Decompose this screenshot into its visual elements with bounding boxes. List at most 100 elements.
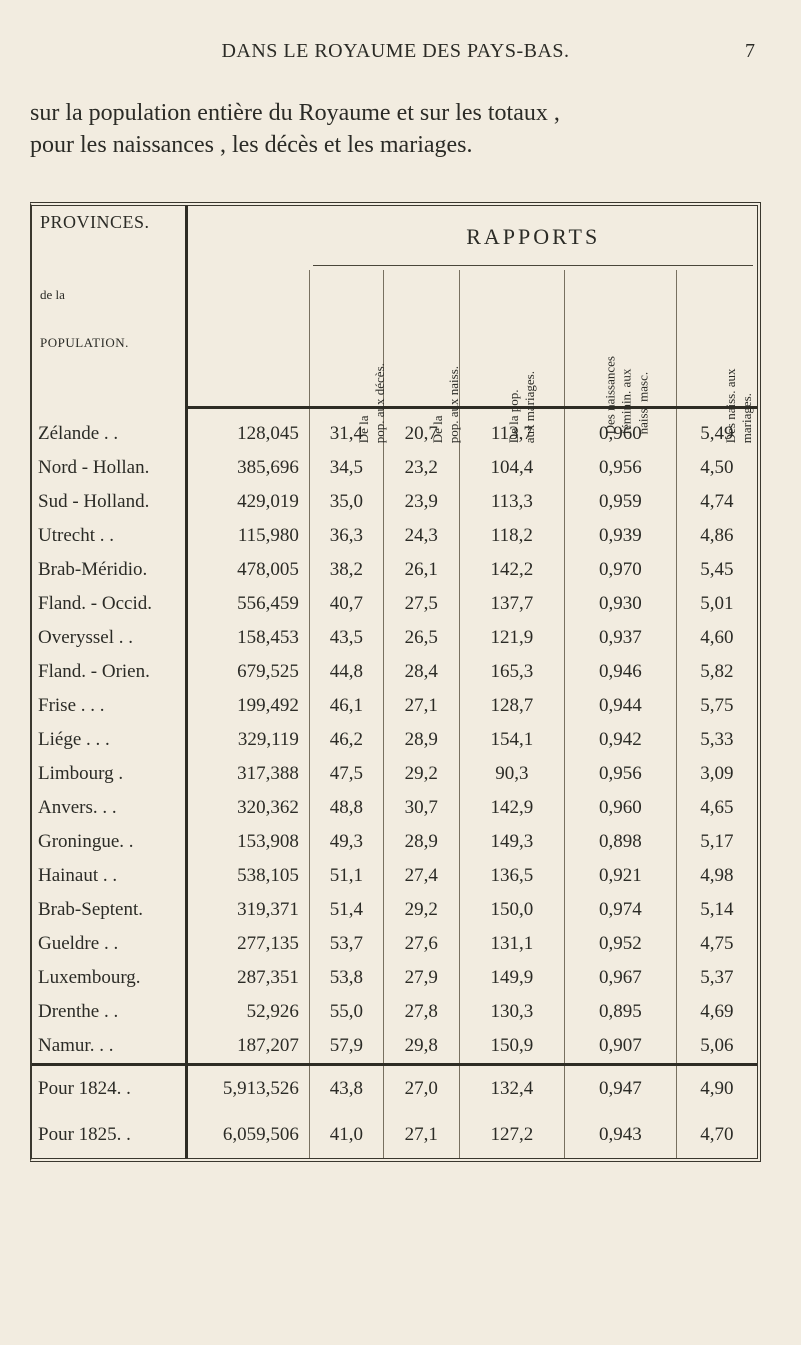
cell-c: 142,2 [459, 553, 564, 587]
spacer [186, 206, 309, 262]
cell-c: 136,5 [459, 859, 564, 893]
population-label: POPULATION. [40, 335, 181, 351]
cell-a: 36,3 [309, 519, 383, 553]
cell-pop: 556,459 [186, 587, 309, 621]
cell-prov: Hainaut . . [32, 859, 186, 893]
cell-prov: Pour 1824. . [32, 1064, 186, 1112]
de-la-label: de la [40, 287, 181, 303]
header-population-col [186, 270, 309, 408]
cell-prov: Fland. - Orien. [32, 655, 186, 689]
header-col-a-l2: pop. aux décès. [372, 323, 388, 443]
cell-d: 0,946 [564, 655, 676, 689]
cell-pop: 429,019 [186, 485, 309, 519]
cell-prov: Groningue. . [32, 825, 186, 859]
table-body: Zélande . .128,04531,420,7113,70,9605,49… [32, 407, 757, 1064]
table-row: Hainaut . .538,10551,127,4136,50,9214,98 [32, 859, 757, 893]
header-col-c: De la pop. aux mariages. [459, 270, 564, 408]
cell-e: 3,09 [676, 757, 757, 791]
cell-e: 5,06 [676, 1029, 757, 1065]
cell-c: 90,3 [459, 757, 564, 791]
cell-c: 165,3 [459, 655, 564, 689]
cell-c: 131,1 [459, 927, 564, 961]
cell-prov: Luxembourg. [32, 961, 186, 995]
cell-d: 0,959 [564, 485, 676, 519]
cell-a: 44,8 [309, 655, 383, 689]
cell-b: 28,9 [383, 825, 459, 859]
header-col-b-l1: De la [430, 323, 446, 443]
cell-b: 28,4 [383, 655, 459, 689]
cell-e: 5,82 [676, 655, 757, 689]
subtitle-line-2: pour les naissances , les décès et les m… [30, 129, 761, 161]
cell-pop: 317,388 [186, 757, 309, 791]
cell-a: 41,0 [309, 1112, 383, 1158]
cell-a: 48,8 [309, 791, 383, 825]
cell-pop: 385,696 [186, 451, 309, 485]
cell-a: 46,1 [309, 689, 383, 723]
cell-prov: Nord - Hollan. [32, 451, 186, 485]
table-row: Gueldre . .277,13553,727,6131,10,9524,75 [32, 927, 757, 961]
cell-pop: 128,045 [186, 407, 309, 451]
cell-pop: 115,980 [186, 519, 309, 553]
cell-a: 35,0 [309, 485, 383, 519]
table-row: Nord - Hollan.385,69634,523,2104,40,9564… [32, 451, 757, 485]
cell-prov: Liége . . . [32, 723, 186, 757]
cell-a: 53,7 [309, 927, 383, 961]
cell-pop: 187,207 [186, 1029, 309, 1065]
header-col-c-l1: De la pop. [506, 323, 522, 443]
cell-a: 49,3 [309, 825, 383, 859]
cell-a: 43,5 [309, 621, 383, 655]
cell-b: 27,6 [383, 927, 459, 961]
cell-c: 150,0 [459, 893, 564, 927]
table-footer: Pour 1824. .5,913,52643,827,0132,40,9474… [32, 1064, 757, 1158]
cell-a: 34,5 [309, 451, 383, 485]
header-col-e-l2: mariages. [739, 323, 755, 443]
cell-c: 127,2 [459, 1112, 564, 1158]
cell-pop: 478,005 [186, 553, 309, 587]
cell-c: 113,3 [459, 485, 564, 519]
table-row: Namur. . .187,20757,929,8150,90,9075,06 [32, 1029, 757, 1065]
cell-d: 0,970 [564, 553, 676, 587]
cell-d: 0,952 [564, 927, 676, 961]
cell-a: 46,2 [309, 723, 383, 757]
table-row: Sud - Holland.429,01935,023,9113,30,9594… [32, 485, 757, 519]
table-row: Drenthe . .52,92655,027,8130,30,8954,69 [32, 995, 757, 1029]
cell-b: 27,5 [383, 587, 459, 621]
cell-pop: 199,492 [186, 689, 309, 723]
cell-e: 5,33 [676, 723, 757, 757]
cell-a: 43,8 [309, 1064, 383, 1112]
header-provinces: PROVINCES. de la POPULATION. [32, 206, 186, 408]
cell-e: 4,60 [676, 621, 757, 655]
cell-prov: Namur. . . [32, 1029, 186, 1065]
cell-a: 38,2 [309, 553, 383, 587]
cell-b: 29,2 [383, 893, 459, 927]
header-col-b-l2: pop. aux naiss. [446, 323, 462, 443]
header-col-d-l1: Des naissances [603, 315, 619, 435]
cell-b: 23,2 [383, 451, 459, 485]
cell-prov: Utrecht . . [32, 519, 186, 553]
cell-pop: 5,913,526 [186, 1064, 309, 1112]
header-col-e: Des naiss. aux mariages. [676, 270, 757, 408]
cell-pop: 679,525 [186, 655, 309, 689]
cell-b: 30,7 [383, 791, 459, 825]
cell-prov: Frise . . . [32, 689, 186, 723]
cell-c: 128,7 [459, 689, 564, 723]
cell-e: 5,75 [676, 689, 757, 723]
cell-prov: Overyssel . . [32, 621, 186, 655]
header-col-b: De la pop. aux naiss. [383, 270, 459, 408]
cell-c: 132,4 [459, 1064, 564, 1112]
header-col-d: Des naissances féminin. aux naiss. masc. [564, 270, 676, 408]
header-col-d-l3: naiss. masc. [635, 315, 651, 435]
table-row: Brab-Septent.319,37151,429,2150,00,9745,… [32, 893, 757, 927]
cell-d: 0,944 [564, 689, 676, 723]
table-row: Fland. - Orien.679,52544,828,4165,30,946… [32, 655, 757, 689]
cell-prov: Brab-Méridio. [32, 553, 186, 587]
cell-d: 0,930 [564, 587, 676, 621]
cell-e: 4,98 [676, 859, 757, 893]
cell-d: 0,942 [564, 723, 676, 757]
cell-d: 0,921 [564, 859, 676, 893]
cell-b: 27,1 [383, 1112, 459, 1158]
cell-c: 104,4 [459, 451, 564, 485]
cell-a: 47,5 [309, 757, 383, 791]
cell-b: 29,2 [383, 757, 459, 791]
cell-d: 0,956 [564, 451, 676, 485]
